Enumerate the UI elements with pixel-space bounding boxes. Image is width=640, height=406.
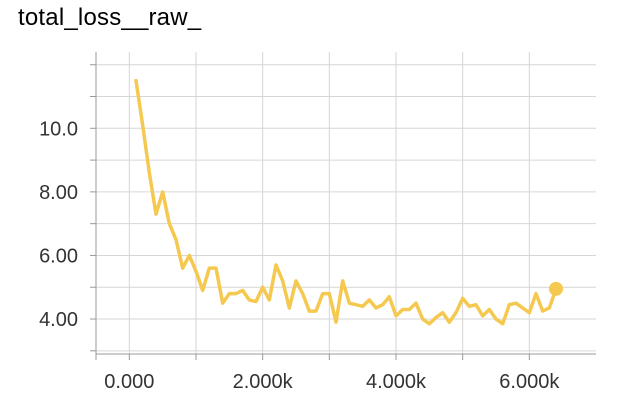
axis-layer [90,52,596,360]
series-line-0 [134,78,558,326]
y-tick-label: 6.00 [39,245,78,267]
y-tick-label: 10.0 [39,118,78,140]
chart-title: total_loss__raw_ [18,4,202,31]
x-tick-label: 0.000 [104,371,154,393]
x-tick-label: 4.000k [366,371,427,393]
x-tick-label: 2.000k [233,371,294,393]
series-end-marker-0 [549,281,563,296]
y-tick-label: 8.00 [39,182,78,204]
x-tick-label: 6.000k [499,371,560,393]
series-layer [134,78,563,326]
tick-label-layer: 0.000 2.000k 4.000k 6.000k 4.00 6.00 8.00 10.0 [39,118,560,393]
y-tick-label: 4.00 [39,309,78,331]
